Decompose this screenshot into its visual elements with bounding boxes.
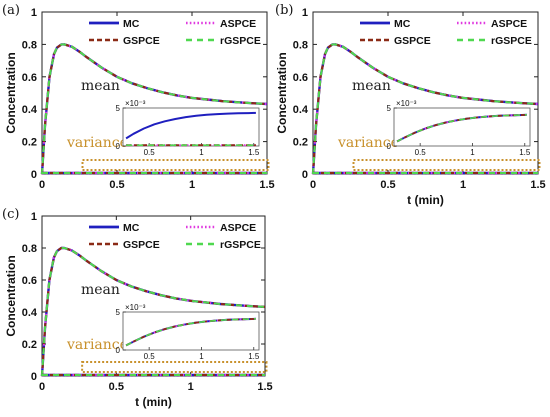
inset-frame	[122, 311, 260, 351]
y-tick-label: 0.8	[22, 39, 37, 51]
inset-x-tick-label: 1.5	[519, 148, 531, 157]
x-axis-label: t (min)	[135, 395, 172, 409]
x-tick-label: 1.5	[259, 179, 274, 191]
legend-entry-gspce: GSPCE	[123, 239, 160, 251]
inset-y-tick-label: 0	[116, 142, 121, 151]
y-tick-label: 0	[302, 169, 308, 181]
annotation-mean: mean	[81, 282, 120, 298]
inset-x-tick-label: 1.5	[248, 148, 260, 157]
variance-highlight-box	[81, 361, 268, 373]
y-tick-label: 1	[31, 7, 37, 19]
x-tick-label: 1	[189, 179, 195, 191]
x-tick-label: 0	[39, 179, 45, 191]
inset-x-tick-label: 0.5	[144, 352, 156, 361]
y-axis-label: Concentration	[4, 52, 18, 133]
inset-y-tick-label: 0	[387, 142, 392, 151]
inset-x-tick-label: 1	[199, 352, 204, 361]
inset-x-tick-label: 1.5	[248, 352, 260, 361]
y-tick-label: 0.6	[293, 72, 308, 84]
legend: MC ASPCE GSPCE rGSPCE	[360, 18, 532, 47]
variance-highlight-box	[81, 159, 270, 171]
y-tick-label: 0.2	[22, 137, 37, 149]
legend-entry-aspce: ASPCE	[491, 18, 527, 30]
legend-entry-mc: MC	[123, 222, 140, 234]
y-tick-label: 0	[31, 169, 37, 181]
x-tick-label: 1.5	[530, 179, 545, 191]
annotation-variance: variance	[66, 337, 128, 353]
x-tick-label: 0	[310, 179, 316, 191]
annotation-mean: mean	[352, 78, 391, 94]
legend-entry-rgspce: rGSPCE	[220, 35, 261, 47]
x-tick-label: 1	[188, 381, 194, 393]
y-tick-label: 0.6	[22, 72, 37, 84]
inset-x-tick-label: 0.5	[144, 148, 156, 157]
y-tick-label: 0.2	[293, 137, 308, 149]
y-tick-label: 0	[31, 371, 37, 383]
inset: 0 5 0.5 1 1.5 ×10⁻³	[116, 303, 260, 361]
inset-x-tick-label: 0.5	[415, 148, 427, 157]
annotation-variance: variance	[66, 135, 128, 151]
legend-entry-gspce: GSPCE	[394, 35, 431, 47]
y-axis-label: Concentration	[275, 52, 289, 133]
x-tick-label: 0.5	[380, 179, 395, 191]
x-axis-label: t (min)	[407, 193, 444, 207]
panel-label: (c)	[2, 207, 19, 222]
y-tick-label: 1	[302, 7, 308, 19]
panel-c: 0 0.2 0.4 0.6 0.8 1 0 0.5 1 1.5 Concentration t (mi…	[2, 207, 273, 409]
panel-label: (a)	[2, 3, 20, 18]
y-tick-label: 0.4	[293, 104, 309, 116]
inset-exponent-label: ×10⁻³	[125, 99, 146, 108]
legend: MC ASPCE GSPCE rGSPCE	[89, 222, 261, 251]
x-tick-label: 0.5	[109, 179, 124, 191]
y-tick-label: 0.4	[22, 104, 38, 116]
inset-y-tick-label: 5	[387, 104, 392, 113]
legend-entry-aspce: ASPCE	[220, 18, 256, 30]
mean-curve-rgspce	[312, 43, 539, 175]
legend: MC ASPCE GSPCE rGSPCE	[89, 18, 261, 47]
y-axis-label: Concentration	[4, 255, 18, 336]
y-tick-label: 0.6	[22, 275, 37, 287]
inset-curve-rgspce	[125, 318, 256, 347]
panel-a: 0 0.2 0.4 0.6 0.8 1 0 0.5 1 1.5 Concentration (a) MC…	[2, 3, 275, 191]
legend-entry-mc: MC	[394, 18, 411, 30]
legend-entry-rgspce: rGSPCE	[491, 35, 532, 47]
inset-y-tick-label: 5	[116, 104, 121, 113]
inset-x-tick-label: 1	[470, 148, 475, 157]
inset-y-tick-label: 0	[116, 346, 121, 355]
y-tick-label: 0.4	[22, 307, 38, 319]
inset-curve-rgspce	[396, 114, 527, 143]
inset-frame	[393, 107, 531, 147]
y-tick-label: 0.8	[293, 39, 308, 51]
inset-exponent-label: ×10⁻³	[125, 303, 146, 312]
variance-highlight-box	[352, 159, 541, 171]
legend-entry-gspce: GSPCE	[123, 35, 160, 47]
legend-entry-rgspce: rGSPCE	[220, 239, 261, 251]
inset: 0 5 0.5 1 1.5 ×10⁻³	[387, 99, 531, 157]
y-tick-label: 0.8	[22, 243, 37, 255]
panel-b: 0 0.2 0.4 0.6 0.8 1 0 0.5 1 1.5 Concentration t (mi…	[275, 3, 546, 207]
legend-entry-aspce: ASPCE	[220, 222, 256, 234]
y-tick-label: 0.2	[22, 339, 37, 351]
annotation-variance: variance	[337, 135, 399, 151]
x-tick-label: 1.5	[257, 381, 272, 393]
legend-entry-mc: MC	[123, 18, 140, 30]
inset-y-tick-label: 5	[116, 308, 121, 317]
inset-x-tick-label: 1	[199, 148, 204, 157]
panel-label: (b)	[275, 3, 293, 18]
mean-curve-rgspce	[41, 247, 266, 377]
mean-curve-rgspce	[41, 43, 268, 175]
inset-curve-mc	[125, 111, 256, 140]
x-tick-label: 0.5	[109, 381, 124, 393]
x-tick-label: 0	[39, 381, 45, 393]
inset: 0 5 0.5 1 1.5 ×10⁻³	[116, 99, 260, 157]
y-tick-label: 1	[31, 211, 37, 223]
x-tick-label: 1	[460, 179, 466, 191]
inset-exponent-label: ×10⁻³	[396, 99, 417, 108]
annotation-mean: mean	[81, 78, 120, 94]
